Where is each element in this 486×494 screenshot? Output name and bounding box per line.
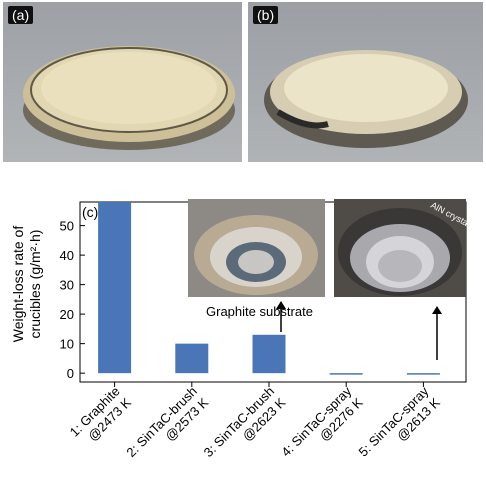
panel-label-c: (c): [82, 204, 98, 220]
arrow-5-head: [432, 306, 442, 314]
panel-label-a: (a): [8, 6, 34, 24]
photo-b: (b): [248, 2, 483, 162]
y-tick-label: 50: [60, 219, 74, 234]
inset-photo-graphite: Graphite substrate: [188, 199, 325, 332]
y-tick-label: 20: [60, 307, 74, 322]
crucible-image-a: [23, 46, 235, 150]
photo-a: (a): [3, 2, 242, 162]
bar: [329, 373, 363, 375]
x-category-label: 1: Graphite@2473 K: [67, 384, 135, 444]
panel-label-b: (b): [253, 6, 279, 24]
arrow-3-head: [276, 301, 286, 309]
y-axis-label-line-1: Weight-loss rate of: [10, 226, 26, 343]
bar: [175, 343, 209, 374]
y-tick-label: 40: [60, 248, 74, 263]
x-category-label: 4: SinTaC-spray@2276 K: [278, 383, 366, 459]
annotation-graphite-substrate: Graphite substrate: [206, 304, 313, 319]
bar: [406, 373, 440, 375]
y-axis-label-line-2: crucibles (g/m²·h): [27, 230, 43, 339]
y-tick-label: 30: [60, 278, 74, 293]
y-tick-label: 10: [60, 337, 74, 352]
bar: [98, 202, 132, 374]
y-tick-label: 0: [67, 366, 74, 381]
x-category-label: 5: SinTaC-spray@2613 K: [356, 383, 444, 459]
x-category-label: 3: SinTaC-brush@2623 K: [201, 384, 289, 461]
bar: [252, 334, 286, 374]
inset-photo-aln: AlN crystals: [334, 199, 476, 360]
crucible-image-b: [264, 50, 468, 148]
x-category-label: 2: SinTaC-brush@2573 K: [123, 384, 211, 461]
